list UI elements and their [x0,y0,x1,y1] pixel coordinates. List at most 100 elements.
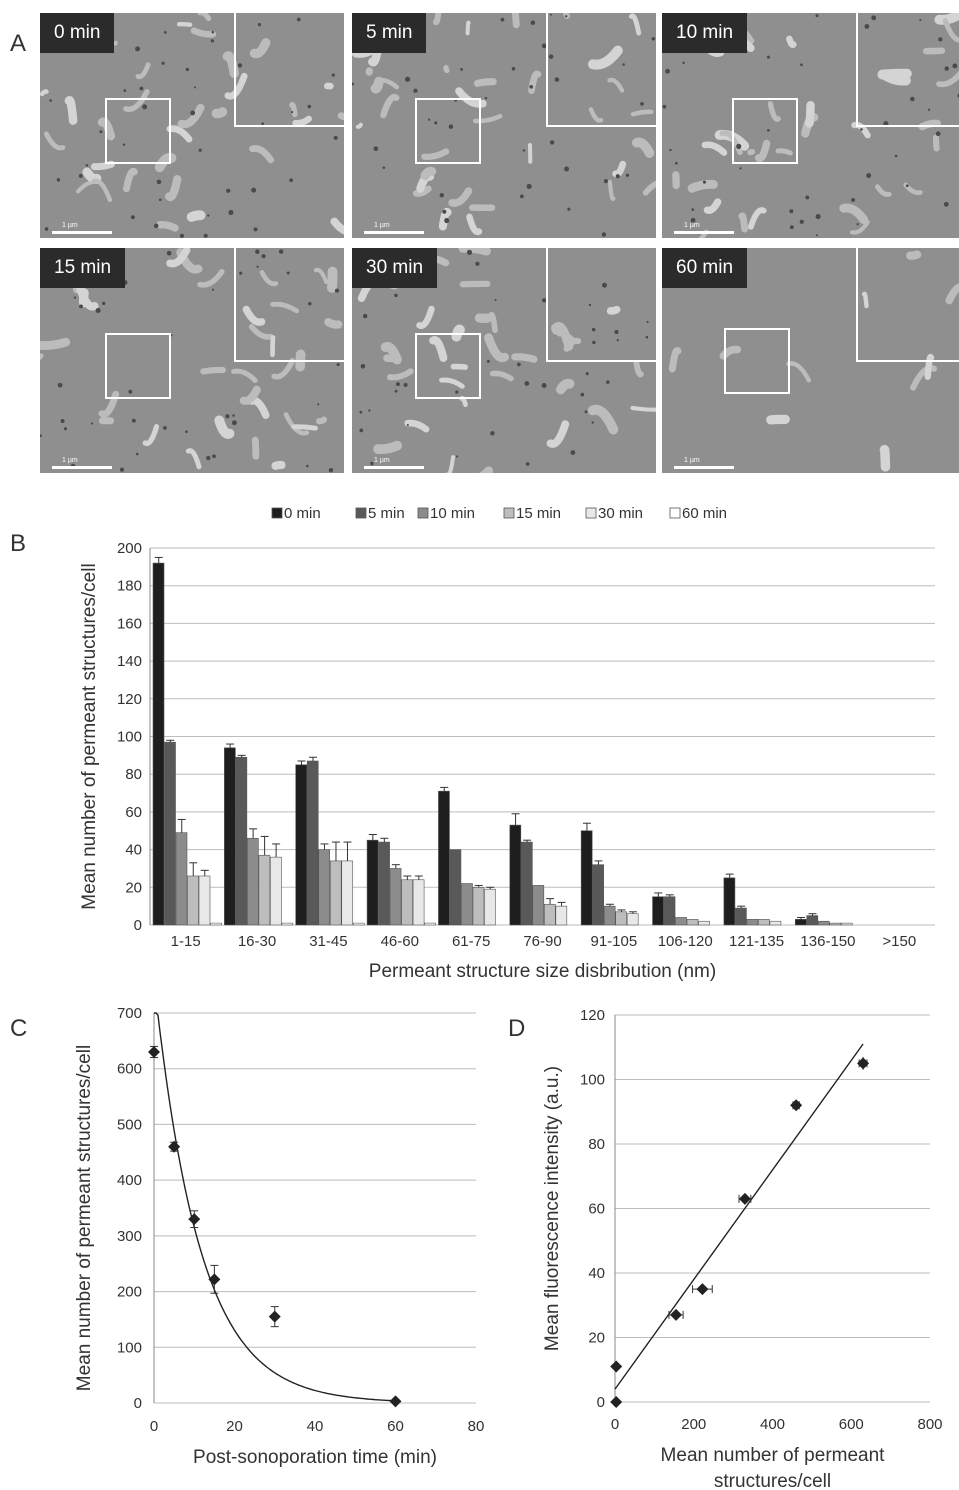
bar [509,824,522,926]
bar [758,919,770,926]
y-tick-label: 0 [134,1395,142,1412]
y-tick-label: 200 [117,1284,142,1301]
bar [698,920,710,926]
y-tick-label: 0 [134,917,142,934]
bar [580,830,593,926]
bar [281,922,294,926]
bar [544,903,556,926]
data-point [696,1283,709,1296]
x-tick-label: 40 [307,1418,324,1435]
bar [555,905,568,926]
data-point [670,1308,683,1321]
y-tick-label: 80 [125,766,142,783]
x-tick-label: 80 [468,1418,485,1435]
data-point [738,1192,751,1205]
scale-bar-label: 1 µm [62,222,78,229]
scale-bar-label: 1 µm [62,457,78,464]
bar [295,764,308,926]
bar [484,888,496,926]
time-label: 10 min [662,13,748,53]
bar [175,832,188,926]
micrograph-tile: 10 min 1 µm [662,13,959,238]
x-tick-label: 76-90 [523,933,561,950]
bar [152,562,165,926]
region-of-interest-box [732,98,798,164]
x-axis-label: Post-sonoporation time (min) [193,1447,437,1468]
bar [187,875,199,926]
x-tick-label: 800 [917,1416,942,1433]
y-tick-label: 120 [117,691,142,708]
bar [270,856,282,926]
bar [341,860,354,926]
legend-swatch [355,507,367,519]
bar [652,896,664,926]
y-axis-label: Mean fluorescence intensity (a.u.) [542,1066,563,1351]
x-tick-label: 400 [760,1416,785,1433]
legend-label: 30 min [598,505,643,522]
chart-legend: 0 min 5 min 10 min 15 min 30 min 60 min [271,505,727,522]
scale-bar [52,231,112,234]
bar [521,841,533,926]
y-tick-label: 500 [117,1116,142,1133]
data-point [610,1396,623,1408]
y-tick-label: 60 [125,804,142,821]
bar [235,756,248,926]
y-tick-label: 100 [117,729,142,746]
bar [401,879,413,926]
time-label: 5 min [352,13,427,53]
time-label: 30 min [352,248,438,288]
legend-label: 15 min [516,505,561,522]
panel-label-d: D [508,1015,526,1042]
legend-swatch [669,507,681,519]
x-tick-label: 16-30 [238,933,276,950]
zoom-inset [546,248,656,362]
bar [735,907,747,926]
bar [389,868,402,926]
y-tick-label: 0 [597,1394,605,1411]
y-tick-label: 180 [117,578,142,595]
x-axis-label: Permeant structure size disbribution (nm… [369,961,716,982]
x-tick-label: 136-150 [800,933,855,950]
y-tick-label: 40 [125,842,142,859]
y-tick-label: 160 [117,615,142,632]
bar [318,849,331,926]
y-tick-label: 140 [117,653,142,670]
micrograph-tile: 30 min 1 µm [352,248,656,473]
bar [663,896,676,926]
panel-label-b: B [10,530,27,557]
bar [164,741,176,926]
zoom-inset [856,13,959,127]
zoom-inset [856,248,959,362]
legend-label: 5 min [368,505,405,522]
bar [449,849,462,926]
micrograph-tile: 60 min 1 µm [662,248,959,473]
x-tick-label: 31-45 [309,933,347,950]
bar [461,883,473,926]
panel-label-c: C [10,1015,28,1042]
size-distribution-bar-chart: 0 min 5 min 10 min 15 min 30 min 60 min 0 20 40 6… [79,505,935,982]
y-axis-label: Mean number of permeant structures/cell [79,563,100,909]
y-tick-label: 200 [117,540,142,557]
x-tick-label: 0 [611,1416,619,1433]
y-tick-label: 120 [580,1007,605,1024]
bar [412,879,425,926]
scale-bar-label: 1 µm [374,457,390,464]
x-tick-label: >150 [882,933,916,950]
scale-bar-label: 1 µm [684,457,700,464]
zoom-inset [234,248,344,362]
data-point [148,1046,160,1058]
x-tick-label: 121-135 [729,933,784,950]
bar [769,920,782,926]
legend-label: 60 min [682,505,727,522]
legend-label: 10 min [430,505,475,522]
y-tick-label: 100 [117,1339,142,1356]
bar [840,922,853,926]
x-tick-label: 91-105 [591,933,638,950]
bar [352,922,365,926]
bar [817,920,830,926]
x-tick-label: 1-15 [171,933,201,950]
y-tick-label: 100 [580,1072,605,1089]
micrograph-tile: 5 min 1 µm [352,13,656,238]
bar [746,919,759,926]
region-of-interest-box [724,328,790,394]
